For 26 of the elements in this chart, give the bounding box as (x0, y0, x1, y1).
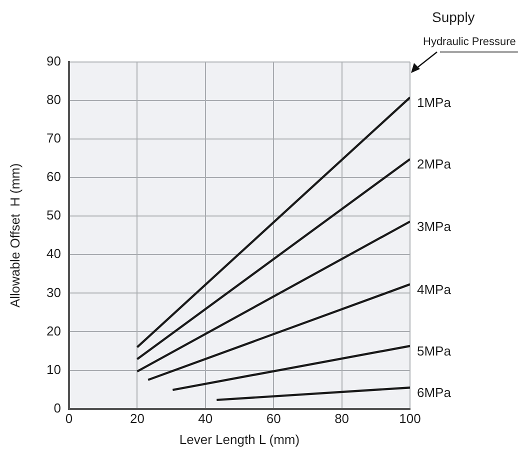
x-tick-label: 80 (334, 411, 350, 426)
y-tick-label: 90 (46, 54, 61, 69)
y-tick-label: 0 (54, 400, 61, 416)
series-label: 1MPa (417, 95, 452, 110)
y-tick-label: 70 (46, 130, 61, 146)
x-tick-label: 0 (65, 411, 73, 426)
series-label: 2MPa (417, 156, 452, 172)
y-tick-label: 30 (46, 284, 61, 300)
y-tick-label: 10 (46, 362, 61, 377)
y-tick-label: 20 (46, 323, 61, 338)
series-label: 4MPa (417, 282, 452, 297)
text: Supply (432, 8, 475, 25)
y-tick-label: 50 (46, 208, 61, 223)
x-axis-title: Lever Length L (mm) (179, 432, 300, 447)
x-tick-label: 60 (266, 411, 281, 426)
y-tick-label: 60 (46, 169, 61, 184)
series-label: 5MPa (417, 344, 452, 359)
y-tick-label: 80 (46, 92, 61, 108)
x-tick-label: 40 (198, 411, 213, 426)
series-label: 3MPa (417, 219, 452, 234)
x-tick-label: 20 (130, 411, 144, 426)
x-tick-label: 100 (399, 411, 421, 426)
text: Hydraulic Pressure (423, 36, 516, 48)
y-axis-title: Allowable Offset H (mm) (7, 163, 22, 308)
series-label: 6MPa (417, 385, 452, 400)
y-tick-label: 40 (46, 246, 61, 262)
